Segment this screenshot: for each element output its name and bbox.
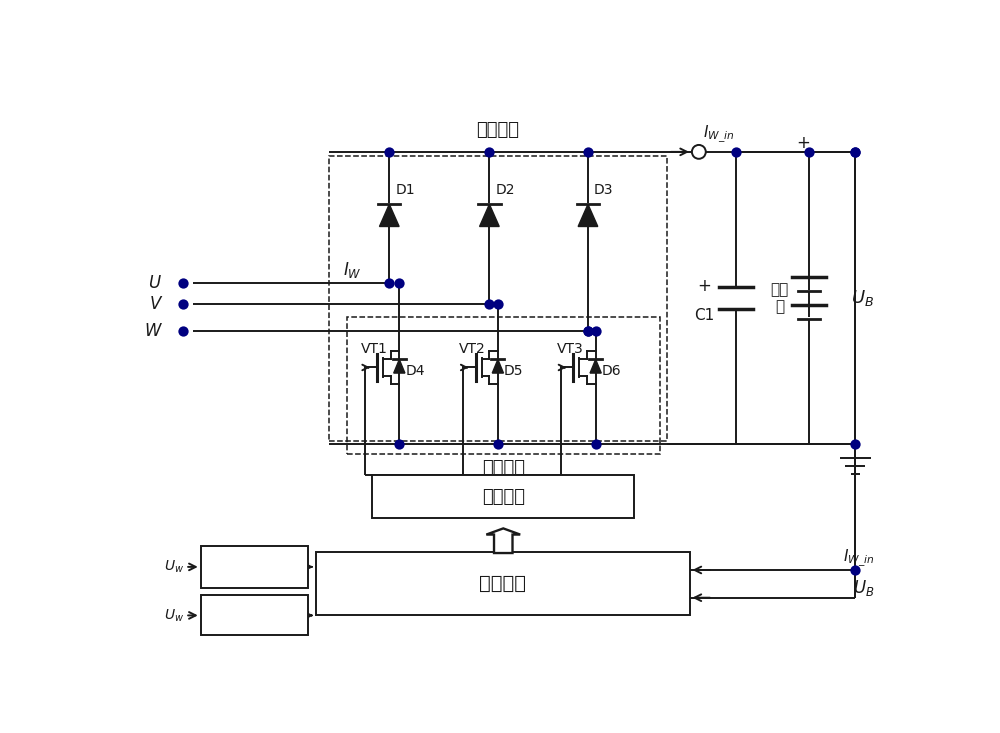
Bar: [329, 155, 666, 441]
Point: [847, 146, 863, 158]
Text: 驱动电路: 驱动电路: [482, 488, 525, 506]
Polygon shape: [578, 205, 598, 226]
Point: [391, 277, 407, 289]
Point: [580, 325, 596, 336]
Point: [175, 277, 191, 289]
Point: [728, 146, 744, 158]
Text: $I_{W\_in}$: $I_{W\_in}$: [843, 548, 874, 569]
Text: VT1: VT1: [361, 342, 388, 356]
Polygon shape: [480, 205, 499, 226]
Point: [847, 564, 863, 576]
Text: 整流模块: 整流模块: [476, 121, 519, 139]
Point: [588, 325, 604, 336]
Point: [580, 325, 596, 336]
Text: $I_W$: $I_W$: [343, 260, 362, 281]
Text: 电压检测
电路: 电压检测 电路: [238, 552, 271, 582]
Text: D5: D5: [504, 364, 524, 377]
Text: C1: C1: [694, 308, 714, 323]
Text: VT3: VT3: [557, 342, 584, 356]
Point: [847, 146, 863, 158]
Polygon shape: [394, 359, 405, 373]
Text: V: V: [149, 295, 161, 313]
Point: [175, 325, 191, 336]
Bar: [201, 594, 308, 636]
Text: $U_B$: $U_B$: [851, 288, 874, 308]
Text: 卸荷模块: 卸荷模块: [482, 459, 525, 476]
Polygon shape: [590, 359, 601, 373]
Text: VT2: VT2: [459, 342, 486, 356]
Point: [381, 277, 397, 289]
Point: [580, 146, 596, 158]
Point: [391, 438, 407, 450]
Text: 转速检测
电路: 转速检测 电路: [238, 600, 271, 630]
Point: [490, 438, 506, 450]
Point: [801, 146, 817, 158]
Text: D6: D6: [602, 364, 621, 377]
Text: $U_w$: $U_w$: [164, 559, 184, 575]
Text: U: U: [148, 273, 161, 292]
Text: D3: D3: [594, 183, 614, 197]
Bar: [372, 475, 634, 517]
Polygon shape: [492, 359, 503, 373]
Polygon shape: [486, 528, 520, 553]
Text: +: +: [796, 133, 810, 152]
Text: $U_w$: $U_w$: [164, 607, 184, 624]
Text: 主控模块: 主控模块: [479, 575, 526, 593]
Point: [847, 438, 863, 450]
Text: D4: D4: [405, 364, 425, 377]
Text: D2: D2: [496, 183, 515, 197]
Point: [175, 298, 191, 310]
Point: [490, 298, 506, 310]
Text: $U_B$: $U_B$: [853, 578, 874, 598]
Circle shape: [692, 145, 706, 159]
Text: 蓄电
池: 蓄电 池: [771, 282, 789, 314]
Point: [381, 146, 397, 158]
Point: [481, 298, 497, 310]
Text: W: W: [144, 322, 161, 339]
Text: $I_{W\_in}$: $I_{W\_in}$: [703, 125, 734, 145]
Point: [481, 146, 497, 158]
Point: [588, 438, 604, 450]
Polygon shape: [379, 205, 399, 226]
Text: +: +: [697, 277, 711, 295]
Bar: [347, 317, 660, 454]
Bar: [316, 552, 690, 616]
Bar: [201, 546, 308, 588]
Text: D1: D1: [395, 183, 415, 197]
